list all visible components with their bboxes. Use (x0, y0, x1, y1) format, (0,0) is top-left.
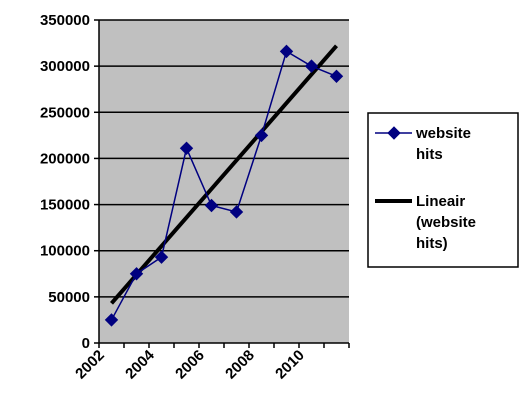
data-point-5 (229, 205, 244, 219)
x-axis: 2002 2004 2006 2008 2010 (72, 342, 350, 383)
x-tick-label-0: 2002 (72, 347, 108, 383)
plot-area (99, 19, 349, 343)
series-line-0 (110, 50, 337, 321)
legend-series-label-line-1: hits (416, 146, 443, 163)
legend-series-label-line-0: website (415, 125, 471, 142)
trendline (109, 44, 339, 305)
x-tick-label-2: 2006 (172, 347, 208, 383)
x-tick-label-3: 2008 (222, 347, 258, 383)
x-tick-label-1: 2004 (122, 346, 158, 382)
y-tick-label-2: 100000 (40, 243, 90, 260)
data-point-6 (254, 128, 269, 143)
legend-trend-label-line-2: hits) (416, 235, 448, 252)
data-point-1 (129, 267, 144, 281)
data-point-8 (304, 59, 319, 73)
data-point-9 (329, 69, 344, 84)
legend-series-marker (387, 126, 401, 140)
data-point-7 (279, 44, 294, 59)
y-tick-label-0: 0 (82, 335, 90, 352)
legend: website hits Lineair (website hits) (367, 112, 519, 268)
y-tick-label-1: 50000 (48, 289, 90, 306)
legend-trend-label-line-0: Lineair (416, 193, 465, 210)
y-tick-label-7: 350000 (40, 12, 90, 29)
data-point-4 (204, 198, 219, 213)
y-tick-label-4: 200000 (40, 150, 90, 167)
y-tick-label-3: 150000 (40, 197, 90, 214)
x-tick-label-4: 2010 (272, 347, 308, 383)
data-point-0 (104, 313, 119, 327)
y-tick-label-5: 250000 (40, 104, 90, 121)
series-layer (104, 44, 344, 327)
y-axis: 0 50000 100000 150000 200000 250000 300000 3500… (40, 12, 100, 352)
y-tick-label-6: 300000 (40, 58, 90, 75)
data-point-2 (154, 250, 169, 264)
plot-background (99, 20, 349, 343)
data-point-3 (179, 141, 194, 155)
legend-trend-label-line-1: (website (416, 214, 476, 231)
